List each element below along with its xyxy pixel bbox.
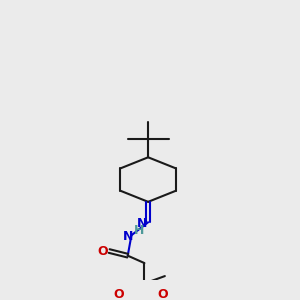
Text: O: O — [98, 244, 108, 257]
Text: O: O — [113, 288, 124, 300]
Text: N: N — [122, 230, 133, 243]
Text: H: H — [134, 224, 144, 237]
Text: N: N — [136, 217, 147, 230]
Text: O: O — [158, 288, 168, 300]
